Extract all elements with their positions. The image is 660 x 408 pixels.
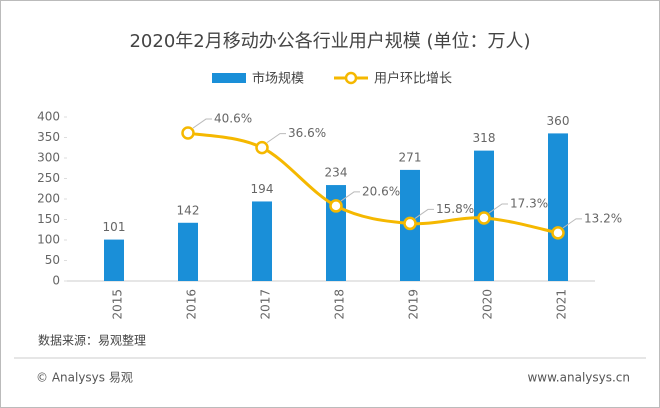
source: 数据来源：易观整理 xyxy=(38,333,146,348)
bar-value-label: 360 xyxy=(547,114,570,128)
x-tick-label: 2019 xyxy=(407,289,421,320)
bar xyxy=(178,222,198,281)
bar-value-label: 271 xyxy=(399,150,422,164)
line-value-label: 17.3% xyxy=(510,196,548,210)
leader-line xyxy=(266,133,286,144)
y-tick-label: 250 xyxy=(37,171,60,185)
bar xyxy=(104,239,124,281)
line-point xyxy=(403,216,417,231)
bar-value-label: 234 xyxy=(325,166,348,180)
leader-line xyxy=(192,118,212,129)
x-tick-label: 2015 xyxy=(111,289,125,320)
line-value-label: 40.6% xyxy=(214,112,252,126)
x-tick-label: 2018 xyxy=(333,289,347,320)
leader-line xyxy=(414,208,434,219)
line-point xyxy=(255,140,269,155)
line-value-label: 20.6% xyxy=(362,184,400,198)
bar xyxy=(252,201,272,281)
y-tick-label: 400 xyxy=(37,110,60,124)
bar-value-label: 194 xyxy=(251,182,274,196)
x-tick-label: 2021 xyxy=(555,289,569,320)
line-point xyxy=(551,226,565,240)
y-tick-label: 0 xyxy=(52,274,60,288)
bar xyxy=(548,133,568,281)
y-tick-label: 100 xyxy=(37,233,60,247)
chart-title: 2020年2月移动办公各行业用户规模 (单位：万人) xyxy=(129,31,530,52)
bar-value-label: 318 xyxy=(473,131,496,145)
line-point xyxy=(181,126,195,140)
footer-right: www.analysys.cn xyxy=(527,371,630,385)
y-tick-label: 50 xyxy=(45,253,60,267)
bar-value-label: 142 xyxy=(177,203,200,217)
bar-value-label: 101 xyxy=(103,220,126,234)
x-tick-label: 2020 xyxy=(481,289,495,320)
y-tick-label: 300 xyxy=(37,151,60,165)
y-tick-label: 350 xyxy=(37,130,60,144)
x-tick-label: 2017 xyxy=(259,289,273,320)
leader-line xyxy=(340,191,360,202)
leader-line xyxy=(562,218,582,229)
y-tick-label: 200 xyxy=(37,192,60,206)
footer-left: © Analysys 易观 xyxy=(36,371,133,385)
legend-swatch xyxy=(212,73,246,83)
legend-label: 市场规模 xyxy=(252,71,304,87)
line-point xyxy=(329,199,343,213)
legend-label: 用户环比增长 xyxy=(374,71,452,87)
line-point xyxy=(477,211,491,225)
x-tick-label: 2016 xyxy=(185,289,199,320)
line-value-label: 36.6% xyxy=(288,126,326,140)
legend-swatch xyxy=(344,71,358,85)
y-tick-label: 150 xyxy=(37,212,60,226)
leader-line xyxy=(488,203,508,214)
line-value-label: 13.2% xyxy=(584,211,622,225)
line-value-label: 15.8% xyxy=(436,202,474,216)
